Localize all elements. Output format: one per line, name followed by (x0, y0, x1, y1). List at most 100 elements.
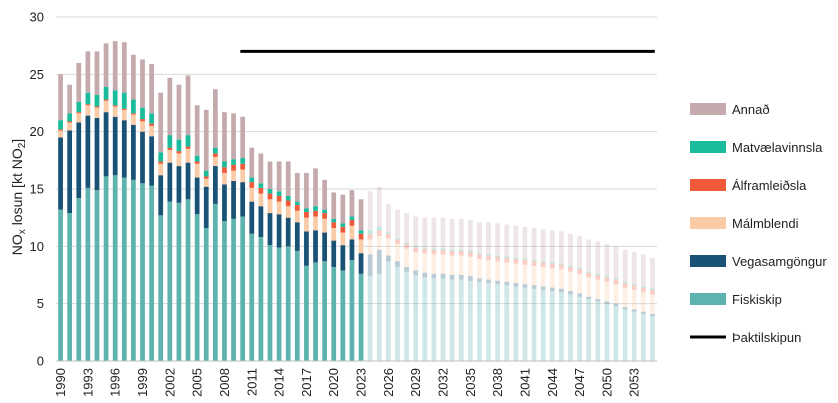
bar-segment (131, 114, 136, 125)
bar-segment (449, 218, 455, 250)
bar-segment (650, 289, 655, 295)
bar-segment (522, 264, 528, 285)
bar-segment (76, 198, 82, 361)
bar-segment (577, 293, 582, 297)
bar-segment (231, 218, 236, 361)
bar-segment (276, 247, 282, 361)
y-axis-title-part: 2 (17, 142, 28, 148)
bar-segment (376, 249, 382, 274)
bar-segment (622, 309, 628, 361)
bar-segment (568, 233, 573, 266)
bar-segment (367, 239, 373, 255)
bar-segment (640, 287, 646, 293)
bar-segment (212, 89, 218, 148)
bar-segment (112, 116, 118, 176)
x-tick-label: 2035 (463, 368, 478, 397)
bar-segment (313, 210, 318, 217)
bar-segment (531, 265, 537, 286)
bar-segment (549, 263, 555, 269)
bar-segment (613, 279, 619, 285)
bar-segment (131, 99, 136, 114)
bar-segment (367, 254, 373, 277)
bar-segment (176, 153, 182, 167)
bar-segment (158, 161, 164, 164)
bar-segment (140, 107, 145, 120)
bar-segment (203, 170, 209, 177)
bar-segment (367, 233, 373, 240)
bar-segment (367, 230, 373, 234)
bar-segment (477, 281, 482, 361)
bar-segment (477, 222, 482, 254)
bar-segment (212, 153, 218, 157)
bar-segment (258, 153, 264, 184)
bar-segment (531, 288, 537, 361)
bar-segment (604, 281, 610, 302)
bar-segment (604, 244, 610, 277)
bar-segment (568, 271, 573, 292)
bar-segment (112, 41, 118, 91)
bar-segment (85, 92, 91, 105)
bar-segment (613, 278, 619, 280)
legend-swatch (690, 103, 726, 115)
x-tick-label: 2014 (272, 368, 287, 397)
bar-segment (167, 150, 173, 163)
bar-segment (340, 194, 346, 224)
x-tick-label: 2032 (436, 368, 451, 397)
bar-segment (149, 185, 154, 361)
bar-segment (131, 113, 136, 115)
bar-segment (358, 230, 364, 234)
bar-segment (285, 217, 291, 247)
bar-segment (94, 190, 100, 361)
bar-segment (103, 100, 109, 113)
bar-segment (258, 187, 264, 194)
legend: Annað Matvælavinnsla Álframleiðsla Málmblen… (690, 102, 827, 345)
x-tick-label: 2047 (572, 368, 587, 397)
bar-segment (249, 201, 255, 234)
bar-segment (440, 254, 446, 274)
bar-segment (304, 172, 309, 209)
bar-segment (486, 222, 491, 255)
bar-segment (185, 146, 191, 149)
bar-segment (267, 189, 273, 194)
x-tick-label: 2050 (599, 368, 614, 397)
bar-segment (140, 119, 145, 122)
bar-segment (58, 129, 63, 131)
x-tick-label: 1993 (80, 368, 95, 397)
bar-segment (577, 273, 582, 294)
bar-segment (149, 64, 154, 114)
bar-segment (276, 195, 282, 202)
bar-segment (395, 266, 400, 361)
bar-segment (531, 261, 537, 266)
bar-segment (121, 120, 127, 178)
bar-segment (67, 122, 73, 131)
bar-segment (285, 246, 291, 361)
bar-segment (622, 249, 628, 282)
bar-segment (622, 283, 628, 288)
y-axis-title-part: x (17, 229, 28, 234)
bar-segment (222, 167, 227, 173)
bar-segment (167, 201, 173, 361)
bar-segment (304, 217, 309, 232)
bar-segment (131, 179, 136, 361)
bar-segment (640, 286, 646, 288)
bar-segment (358, 239, 364, 254)
legend-label: Málmblendi (732, 216, 799, 231)
bar-segment (559, 231, 564, 264)
bar-segment (313, 262, 318, 361)
bar-segment (549, 268, 555, 288)
bar-segment (531, 285, 537, 289)
y-axis: 0 5 10 15 20 25 30 (30, 10, 44, 369)
bar-segment (267, 161, 273, 189)
x-tick-label: 2020 (326, 368, 341, 397)
bar-segment (158, 92, 164, 153)
bar-segment (413, 216, 419, 247)
bar-segment (203, 227, 209, 361)
bar-segment (149, 113, 154, 124)
bar-segment (294, 210, 300, 223)
bar-segment (331, 222, 337, 228)
bar-segment (76, 112, 82, 114)
bar-segment (167, 135, 173, 148)
bar-segment (340, 270, 346, 361)
bar-segment (112, 106, 118, 117)
bar-segment (194, 177, 200, 215)
